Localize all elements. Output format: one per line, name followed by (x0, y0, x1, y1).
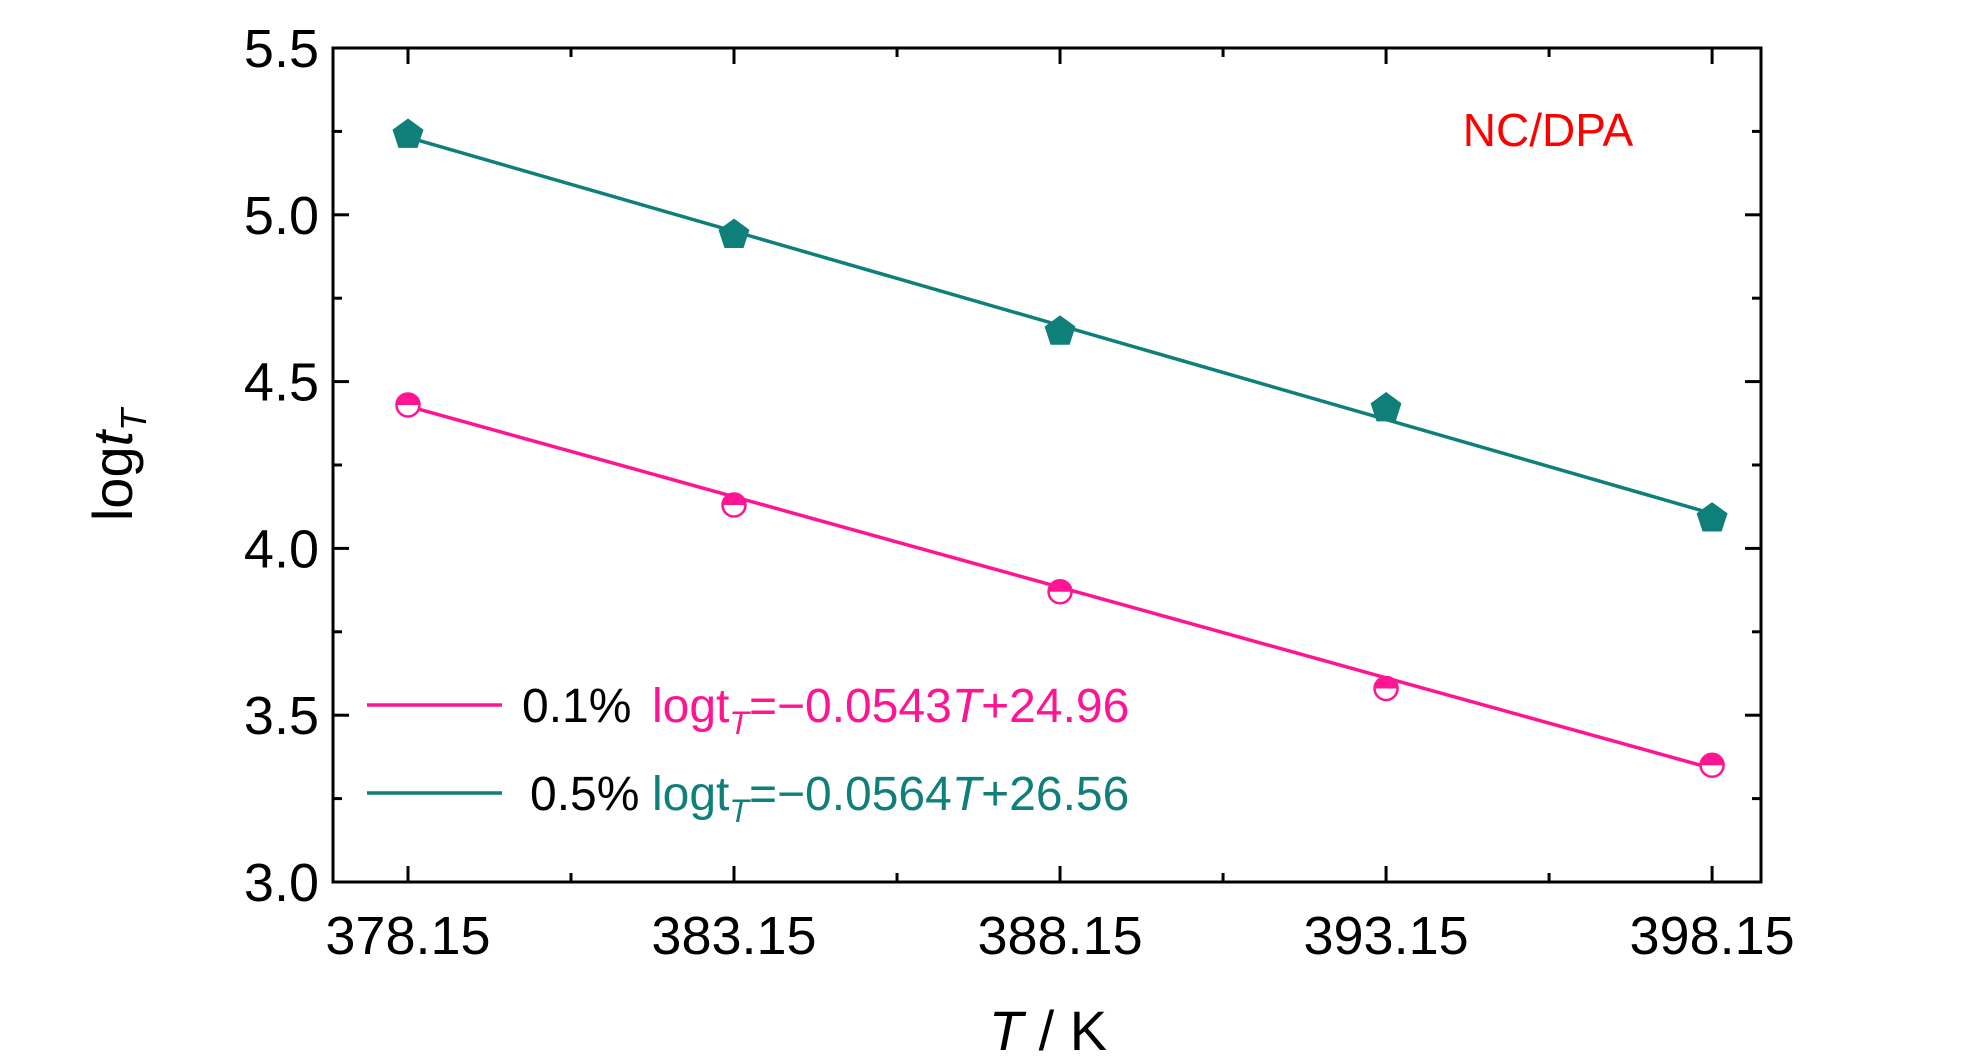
x-tick-label: 398.15 (1630, 906, 1795, 966)
x-tick-label: 378.15 (325, 906, 490, 966)
legend-equation: logtT=−0.0543T+24.96 (652, 680, 1129, 741)
x-tick-label: 393.15 (1303, 906, 1468, 966)
legend-equation: logtT=−0.0564T+26.56 (652, 768, 1129, 829)
x-tick-labels: 378.15 383.15 388.15 393.15 398.15 (325, 906, 1794, 966)
legend-item-0: 0.1% logtT=−0.0543T+24.96 (367, 680, 1129, 741)
fit-lines (407, 135, 1713, 771)
data-point-half-circle (1373, 675, 1399, 702)
data-point-pentagon (1370, 392, 1402, 422)
data-point-pentagon (718, 218, 750, 248)
data-point-half-circle (721, 492, 747, 518)
y-tick-label: 3.0 (244, 853, 319, 913)
data-point-pentagon (1696, 502, 1728, 532)
y-tick-label: 5.5 (244, 19, 319, 79)
data-point-half-circle (395, 392, 421, 418)
data-markers (392, 118, 1728, 778)
data-point-half-circle (1699, 752, 1725, 778)
data-point-half-circle (1047, 579, 1073, 605)
legend-series-name: 0.5% (530, 768, 639, 821)
y-tick-label: 3.5 (244, 686, 319, 746)
x-tick-label: 388.15 (977, 906, 1142, 966)
legend: 0.1% logtT=−0.0543T+24.960.5% logtT=−0.056… (367, 680, 1129, 829)
x-axis-title: T / K (989, 999, 1107, 1062)
axis-ticks (333, 46, 1761, 884)
y-tick-labels: 3.0 3.5 4.0 4.5 5.0 5.5 (244, 19, 319, 913)
legend-series-name: 0.1% (522, 680, 631, 733)
x-tick-label: 383.15 (651, 906, 816, 966)
annotation-nc-dpa: NC/DPA (1463, 104, 1634, 156)
y-tick-label: 4.0 (244, 519, 319, 579)
data-point-pentagon (1044, 315, 1076, 345)
legend-item-1: 0.5% logtT=−0.0564T+26.56 (367, 768, 1129, 829)
y-tick-label: 5.0 (244, 186, 319, 246)
y-tick-label: 4.5 (244, 353, 319, 413)
y-axis-title: logtT (81, 406, 154, 521)
data-point-pentagon (392, 118, 424, 148)
